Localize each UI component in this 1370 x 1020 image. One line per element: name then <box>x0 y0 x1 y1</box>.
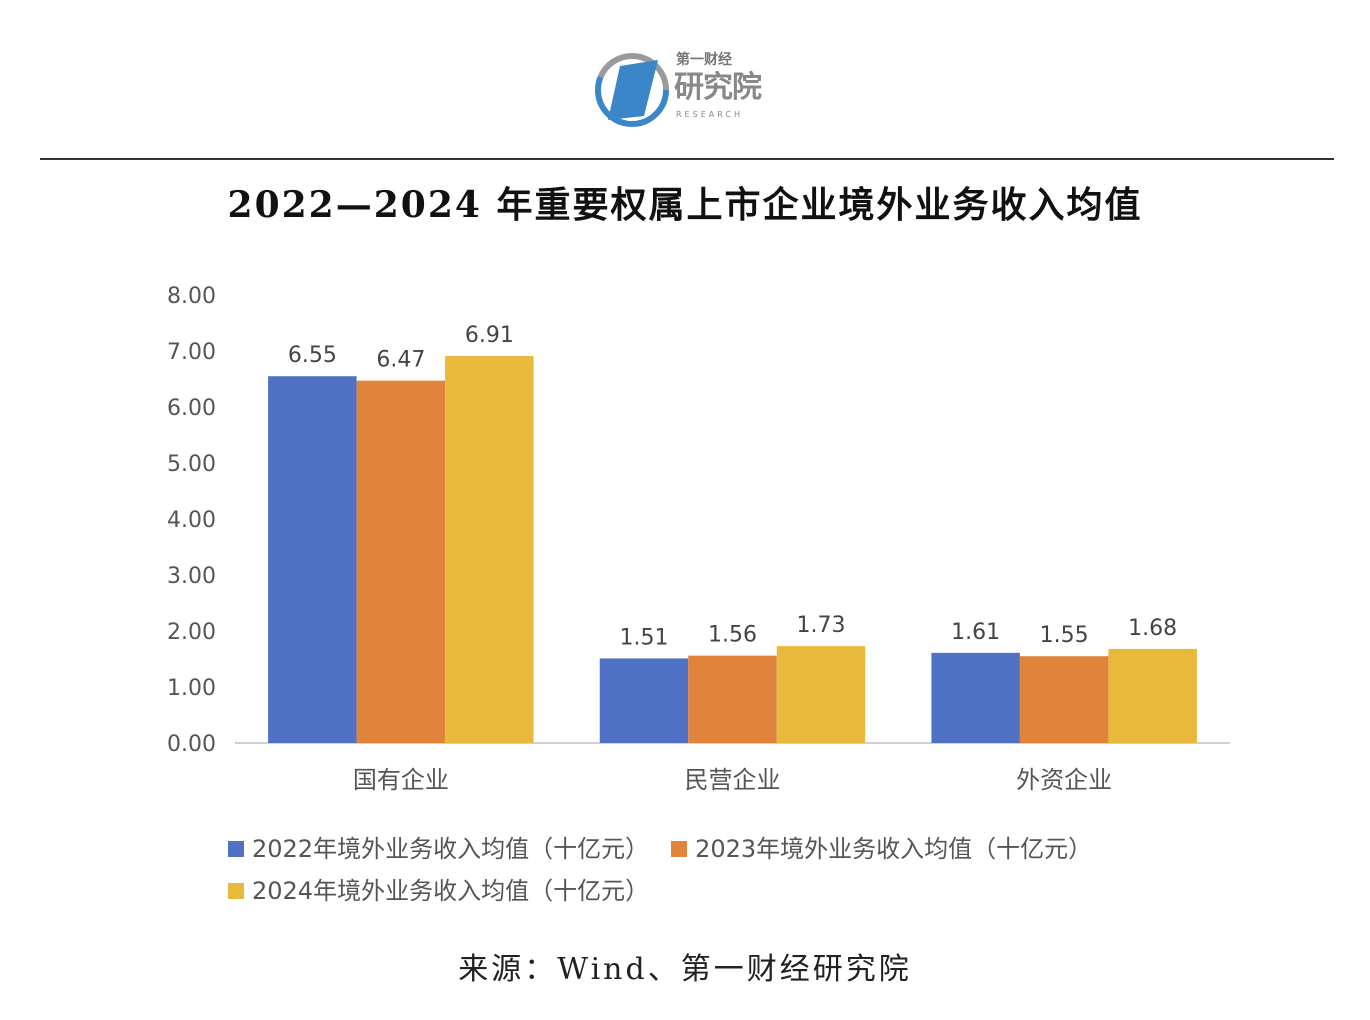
logo: 第一财经 研究院 RESEARCH <box>594 50 794 136</box>
y-tick-label: 6.00 <box>167 396 216 421</box>
y-tick-label: 5.00 <box>167 452 216 477</box>
legend-label: 2024年境外业务收入均值（十亿元） <box>252 877 650 905</box>
bar <box>268 376 357 743</box>
data-label: 1.55 <box>1040 623 1089 648</box>
bar <box>688 655 777 743</box>
data-label: 6.91 <box>465 323 514 348</box>
bar <box>356 380 446 743</box>
y-tick-label: 2.00 <box>167 620 216 645</box>
data-label: 1.61 <box>951 620 1000 645</box>
x-tick-label: 民营企业 <box>685 766 781 794</box>
y-tick-label: 4.00 <box>167 508 216 533</box>
y-tick-label: 3.00 <box>167 564 216 589</box>
legend-swatch <box>671 841 688 857</box>
bar <box>1108 648 1197 743</box>
legend-label: 2023年境外业务收入均值（十亿元） <box>695 835 1093 863</box>
source-note: 来源：Wind、第一财经研究院 <box>458 952 912 987</box>
bar <box>445 356 534 743</box>
legend: 2022年境外业务收入均值（十亿元） 2023年境外业务收入均值（十亿元） 2024… <box>228 828 1268 912</box>
data-label: 6.47 <box>376 348 425 373</box>
legend-item: 2023年境外业务收入均值（十亿元） <box>671 828 1092 870</box>
x-tick-label: 国有企业 <box>353 766 449 794</box>
y-tick-label: 8.00 <box>167 284 216 309</box>
data-label: 1.73 <box>797 613 846 638</box>
x-tick-label: 外资企业 <box>1016 766 1112 794</box>
legend-swatch <box>228 883 244 899</box>
bar <box>1019 656 1109 743</box>
logo-top-text: 第一财经 <box>676 52 732 68</box>
data-label: 1.68 <box>1128 616 1177 641</box>
logo-sub-text: RESEARCH <box>676 110 743 119</box>
bar <box>599 658 689 743</box>
bar <box>931 652 1020 743</box>
chart-title: 2022—2024 年重要权属上市企业境外业务收入均值 <box>227 184 1143 226</box>
y-tick-label: 0.00 <box>167 732 216 757</box>
y-tick-label: 1.00 <box>167 676 216 701</box>
data-label: 1.56 <box>708 623 757 648</box>
legend-label: 2022年境外业务收入均值（十亿元） <box>252 835 650 863</box>
bar <box>776 646 866 743</box>
logo-mark-icon <box>595 53 669 127</box>
header-rule <box>40 158 1334 160</box>
legend-item: 2022年境外业务收入均值（十亿元） <box>228 828 649 870</box>
y-tick-label: 7.00 <box>167 340 216 365</box>
logo-main-text: 研究院 <box>674 70 762 105</box>
data-label: 1.51 <box>620 625 669 650</box>
legend-swatch <box>228 841 244 857</box>
legend-item: 2024年境外业务收入均值（十亿元） <box>228 870 649 912</box>
data-label: 6.55 <box>288 343 337 368</box>
